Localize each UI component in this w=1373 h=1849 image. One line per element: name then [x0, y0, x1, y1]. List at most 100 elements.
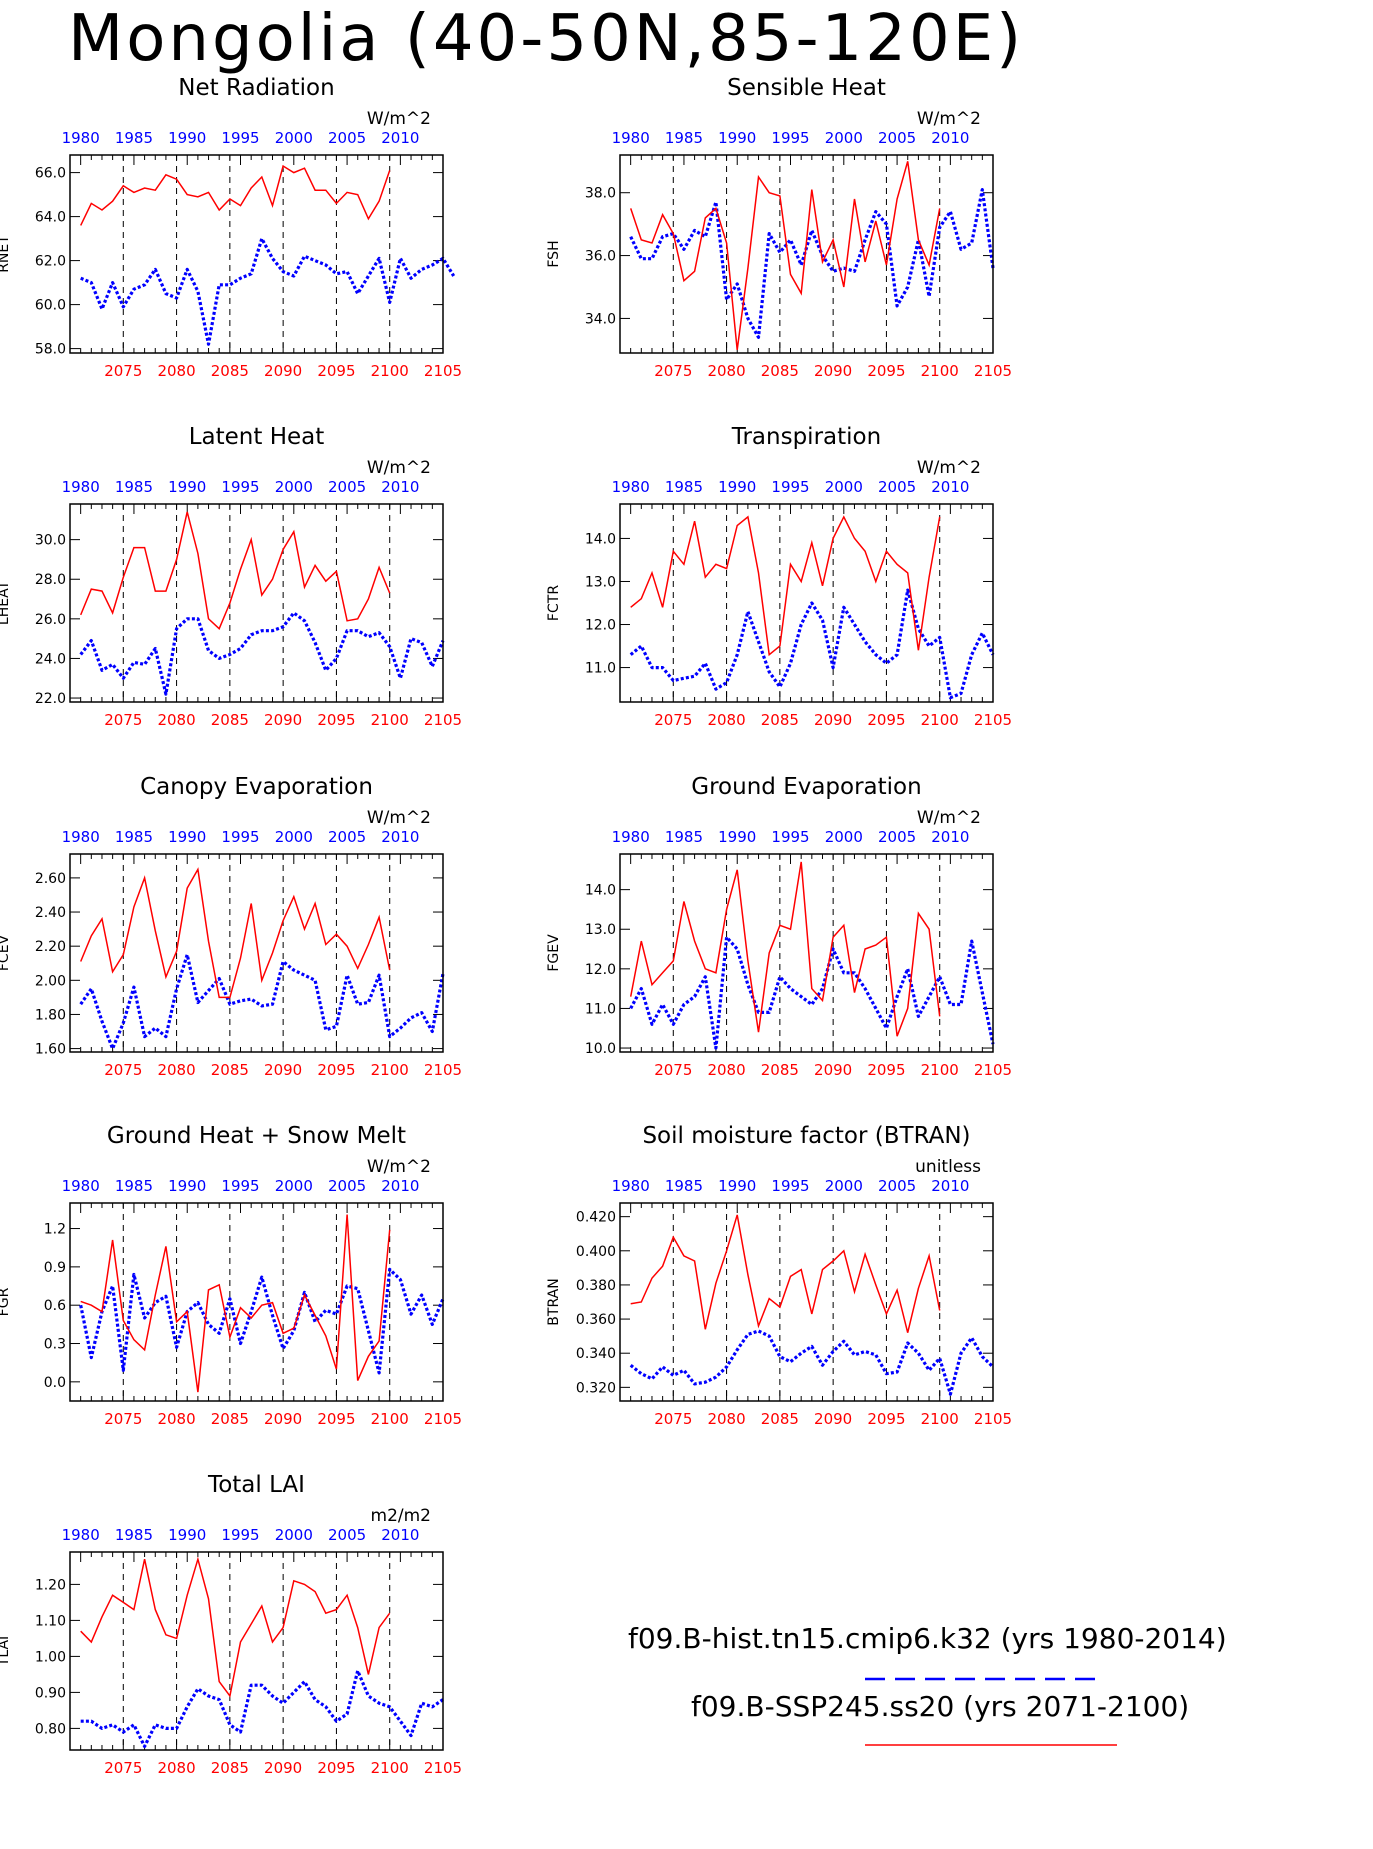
panel-7-series-hist	[79, 1267, 445, 1375]
panel-5-ylabel: FCEV	[0, 934, 12, 971]
panel-1-bottom-tick-label: 2080	[157, 362, 195, 380]
legend-future-label: f09.B-SSP245.ss20 (yrs 2071-2100)	[691, 1690, 1190, 1723]
panel-1-top-tick-label: 1990	[168, 129, 206, 147]
panel-2-bottom-tick-label: 2095	[867, 362, 905, 380]
panel-3-y-tick-label: 24.0	[35, 651, 66, 667]
panel-7-top-tick-label: 1985	[115, 1177, 153, 1195]
panel-5-top-tick-label: 2000	[275, 828, 313, 846]
panel-2-bottom-tick-label: 2080	[707, 362, 745, 380]
panel-7-frame	[69, 1202, 444, 1402]
panel-1-top-tick-label: 1980	[62, 129, 100, 147]
panel-6-top-tick-label: 2010	[931, 828, 969, 846]
panel-1-bottom-tick-label: 2100	[371, 362, 409, 380]
panel-9-bottom-tick-label: 2080	[157, 1759, 195, 1777]
panel-3-bottom-tick-label: 2075	[104, 711, 142, 729]
panel-6-bottom-tick-label: 2100	[921, 1061, 959, 1079]
panel-1-y-tick-label: 58.0	[35, 342, 66, 358]
panel-6-y-tick-label: 11.0	[585, 1001, 616, 1017]
panel-6-bottom-tick-label: 2075	[654, 1061, 692, 1079]
panel-4-bottom-tick-label: 2100	[921, 711, 959, 729]
panel-2-top-tick-label: 2000	[825, 129, 863, 147]
panel-5-top-tick-label: 1985	[115, 828, 153, 846]
panel-1-bottom-tick-label: 2095	[317, 362, 355, 380]
panel-4-bottom-tick-label: 2095	[867, 711, 905, 729]
panel-7-y-tick-label: 0.9	[44, 1260, 66, 1276]
panel-1-y-tick-label: 66.0	[35, 166, 66, 182]
panel-8-y-tick-label: 0.340	[576, 1346, 616, 1362]
panel-8-series-hist	[629, 1329, 995, 1396]
panel-2-series-hist	[629, 188, 995, 339]
panel-3-ylabel: LHEAT	[0, 580, 12, 625]
panel-3-bottom-tick-label: 2085	[211, 711, 249, 729]
panel-6-ylabel: FGEV	[546, 934, 562, 972]
panel-5-y-tick-label: 1.60	[35, 1042, 66, 1058]
panel-8-y-tick-label: 0.380	[576, 1278, 616, 1294]
panel-9-top-tick-label: 1985	[115, 1526, 153, 1544]
panel-8-y-tick-label: 0.420	[576, 1210, 616, 1226]
panel-3-top-tick-label: 1985	[115, 478, 153, 496]
panel-9-bottom-tick-label: 2105	[424, 1759, 462, 1777]
panel-2-top-tick-label: 1990	[718, 129, 756, 147]
legend-hist-label: f09.B-hist.tn15.cmip6.k32 (yrs 1980-2014…	[628, 1622, 1227, 1655]
panel-4-series-future	[630, 515, 941, 657]
panel-5-top-tick-label: 1995	[221, 828, 259, 846]
page-title: Mongolia (40-50N,85-120E)	[68, 2, 1025, 76]
panel-7-bottom-tick-label: 2080	[157, 1410, 195, 1428]
panel-6-top-tick-label: 1980	[612, 828, 650, 846]
panel-9-bottom-tick-label: 2075	[104, 1759, 142, 1777]
panel-7-bottom-tick-label: 2095	[317, 1410, 355, 1428]
panel-8-series-future	[630, 1214, 941, 1333]
panel-2-top-tick-label: 1985	[665, 129, 703, 147]
panel-5-top-tick-label: 2010	[381, 828, 419, 846]
panel-9-y-tick-label: 1.00	[35, 1649, 66, 1665]
panel-3-y-tick-label: 22.0	[35, 691, 66, 707]
panel-9-y-tick-label: 1.20	[35, 1577, 66, 1593]
panel-9-top-tick-label: 1980	[62, 1526, 100, 1544]
panel-8-y-tick-label: 0.400	[576, 1244, 616, 1260]
panel-6-top-tick-label: 1990	[718, 828, 756, 846]
panel-5-bottom-tick-label: 2080	[157, 1061, 195, 1079]
panel-6-top-tick-label: 2000	[825, 828, 863, 846]
panel-5-frame	[69, 853, 444, 1053]
panel-7-series-future	[80, 1214, 391, 1393]
panel-6-frame	[619, 853, 994, 1053]
panel-1-top-tick-label: 2005	[328, 129, 366, 147]
panel-7-y-tick-label: 0.6	[44, 1298, 66, 1314]
panel-7-y-tick-label: 0.3	[44, 1337, 66, 1353]
panel-8-bottom-tick-label: 2080	[707, 1410, 745, 1428]
panel-8-ylabel: BTRAN	[546, 1278, 562, 1325]
panel-2-y-tick-label: 36.0	[585, 249, 616, 265]
panel-7-top-tick-label: 1995	[221, 1177, 259, 1195]
panel-4-title: Transpiration	[731, 424, 881, 450]
panel-6-bottom-tick-label: 2080	[707, 1061, 745, 1079]
panel-1-bottom-tick-label: 2075	[104, 362, 142, 380]
panel-5-bottom-tick-label: 2105	[424, 1061, 462, 1079]
panel-4-y-tick-label: 14.0	[585, 531, 616, 547]
panel-7-top-tick-label: 2010	[381, 1177, 419, 1195]
panel-1-top-tick-label: 2010	[381, 129, 419, 147]
panel-5-bottom-tick-label: 2100	[371, 1061, 409, 1079]
panel-2-y-tick-label: 34.0	[585, 311, 616, 327]
panel-6-bottom-tick-label: 2105	[974, 1061, 1012, 1079]
panel-8-top-tick-label: 1980	[612, 1177, 650, 1195]
panel-7-y-tick-label: 1.2	[44, 1222, 66, 1238]
panel-5-bottom-tick-label: 2090	[264, 1061, 302, 1079]
panel-2-bottom-tick-label: 2100	[921, 362, 959, 380]
panel-7-bottom-tick-label: 2105	[424, 1410, 462, 1428]
panel-3-series-future	[80, 511, 391, 630]
panel-3-y-tick-label: 28.0	[35, 572, 66, 588]
panel-5-title: Canopy Evaporation	[140, 774, 373, 800]
panel-6-top-tick-label: 2005	[878, 828, 916, 846]
panel-4-units: W/m^2	[917, 458, 981, 478]
panel-9-title: Total LAI	[207, 1472, 305, 1498]
panel-5-units: W/m^2	[367, 808, 431, 828]
panel-8-title: Soil moisture factor (BTRAN)	[642, 1123, 970, 1149]
panel-6-top-tick-label: 1995	[771, 828, 809, 846]
panel-3-title: Latent Heat	[189, 424, 325, 450]
panel-9-top-tick-label: 1995	[221, 1526, 259, 1544]
panel-9-series-hist	[80, 1669, 444, 1749]
panel-5-bottom-tick-label: 2075	[104, 1061, 142, 1079]
panel-2-bottom-tick-label: 2105	[974, 362, 1012, 380]
panel-2-frame	[619, 154, 994, 354]
panel-5-bottom-tick-label: 2085	[211, 1061, 249, 1079]
